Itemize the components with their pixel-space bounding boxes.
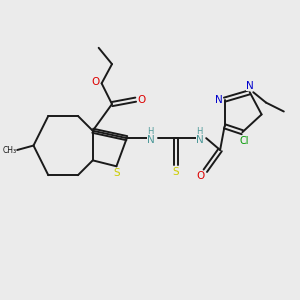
Text: CH₃: CH₃ <box>2 146 16 155</box>
Text: N: N <box>246 81 253 91</box>
Text: S: S <box>114 168 120 178</box>
Text: N: N <box>147 135 154 145</box>
Text: O: O <box>92 77 100 87</box>
Text: N: N <box>215 94 223 105</box>
Text: H: H <box>196 127 203 136</box>
Text: O: O <box>137 94 145 105</box>
Text: N: N <box>196 135 203 145</box>
Text: O: O <box>197 171 205 181</box>
Text: Cl: Cl <box>239 136 249 146</box>
Text: S: S <box>172 167 179 177</box>
Text: H: H <box>147 127 154 136</box>
